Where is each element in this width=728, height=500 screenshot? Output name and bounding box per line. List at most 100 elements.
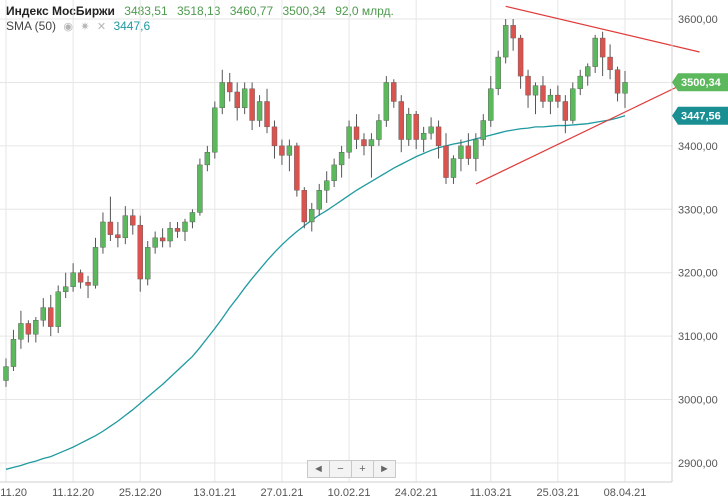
candle xyxy=(264,88,270,134)
x-tick-label: 27.11.20 xyxy=(0,487,27,499)
zoom-in-button[interactable]: + xyxy=(351,460,374,478)
candle-body xyxy=(323,180,330,191)
candle xyxy=(279,139,285,165)
candle-body xyxy=(495,56,501,89)
candle xyxy=(122,206,129,245)
candle xyxy=(488,76,494,127)
candle-body xyxy=(241,88,248,109)
scroll-right-button[interactable]: ► xyxy=(373,460,396,478)
candle-body xyxy=(473,139,479,159)
candle xyxy=(189,209,196,229)
candle xyxy=(249,82,255,131)
y-tick-label: 3400,00 xyxy=(678,141,718,153)
candle-body xyxy=(435,126,442,147)
candle-body xyxy=(130,215,136,226)
trendlines xyxy=(475,5,700,185)
candle xyxy=(592,34,598,73)
candle xyxy=(167,221,173,248)
candle xyxy=(115,221,121,248)
candle-body xyxy=(167,228,173,242)
ohlc-high: 3518,13 xyxy=(177,4,221,18)
candle xyxy=(607,44,613,80)
candle xyxy=(234,82,240,121)
x-tick-label: 11.03.21 xyxy=(470,487,512,499)
candle-body xyxy=(555,94,561,102)
candle xyxy=(62,272,69,299)
x-tick-label: 25.12.20 xyxy=(119,487,162,499)
candle xyxy=(227,72,233,102)
trendline xyxy=(475,75,700,185)
candle xyxy=(398,95,404,153)
candle-body xyxy=(122,215,129,239)
ohlc-close: 3500,34 xyxy=(282,4,326,18)
candle-body xyxy=(174,228,181,232)
x-tick-label: 27.01.21 xyxy=(261,487,304,499)
candle-body xyxy=(532,85,539,96)
candle xyxy=(331,158,337,188)
candle xyxy=(599,31,606,77)
candle xyxy=(510,19,516,51)
candle xyxy=(271,120,278,159)
candle xyxy=(18,310,24,349)
candle xyxy=(219,69,225,115)
x-tick-label: 11.12.20 xyxy=(52,487,94,499)
eye-icon[interactable]: ◉ xyxy=(63,21,73,33)
gear-icon[interactable]: ✷ xyxy=(80,21,90,33)
volume-value: 92,0 млрд. xyxy=(335,4,394,18)
candle-body xyxy=(420,132,427,140)
y-tick-label: 3100,00 xyxy=(678,331,718,343)
candle-body xyxy=(182,221,188,232)
candle-body xyxy=(607,56,613,70)
candle-body xyxy=(294,145,300,191)
candle-body xyxy=(592,37,598,67)
candle-body xyxy=(279,145,285,156)
candle-body xyxy=(77,272,84,283)
sma-layer xyxy=(5,115,626,470)
candle xyxy=(614,66,621,102)
candle-body xyxy=(249,88,255,121)
candle-body xyxy=(480,120,487,140)
candle-body xyxy=(398,101,404,140)
candle-body xyxy=(137,224,143,280)
last-price-tag: 3500,34 xyxy=(672,73,728,92)
x-tick-label: 10.02.21 xyxy=(328,487,371,499)
candle xyxy=(368,133,375,178)
candle xyxy=(309,202,315,232)
candle xyxy=(480,114,487,146)
candle xyxy=(540,76,546,108)
candle xyxy=(182,218,188,241)
last-price-tag-box xyxy=(672,73,728,92)
sma-label: SMA (50) xyxy=(6,19,57,33)
candle xyxy=(204,145,211,172)
candle-body xyxy=(10,339,17,367)
candle-body xyxy=(443,145,449,178)
y-tick-label: 3600,00 xyxy=(678,14,718,26)
candle-body xyxy=(346,126,352,153)
candle xyxy=(316,183,322,216)
candle xyxy=(443,133,449,184)
candle-body xyxy=(361,139,367,147)
ohlc-open: 3483,51 xyxy=(124,4,168,18)
chart-legend: Индекс МосБиржи 3483,51 3518,13 3460,77 … xyxy=(6,4,394,35)
candle-body xyxy=(525,75,531,96)
candle xyxy=(577,69,583,96)
close-icon[interactable]: ✕ xyxy=(96,21,107,33)
candle-body xyxy=(256,101,263,121)
candle xyxy=(562,95,569,134)
scroll-left-button[interactable]: ◄ xyxy=(307,460,330,478)
candle-body xyxy=(614,69,621,94)
zoom-out-button[interactable]: − xyxy=(329,460,352,478)
candle-body xyxy=(510,25,516,39)
candle-body xyxy=(197,164,203,213)
candle xyxy=(100,212,106,254)
candle-body xyxy=(18,323,24,340)
candle xyxy=(137,215,143,292)
candle xyxy=(152,231,158,254)
candle-body xyxy=(219,82,225,109)
candle xyxy=(85,275,91,299)
candle xyxy=(197,158,203,216)
candle xyxy=(40,298,46,327)
candle xyxy=(547,88,554,115)
ohlc-low: 3460,77 xyxy=(229,4,274,18)
